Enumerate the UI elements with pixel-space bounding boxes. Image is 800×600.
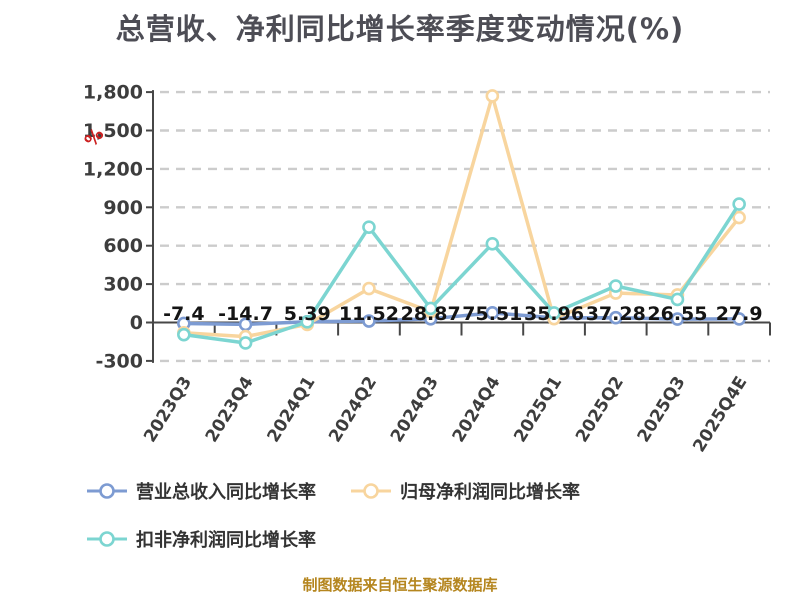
data-point-label: 75.51 bbox=[462, 303, 522, 325]
y-axis-tick-label: 300 bbox=[103, 274, 143, 296]
series-line-2 bbox=[182, 202, 741, 345]
data-point[interactable] bbox=[732, 312, 746, 326]
legend-label: 归母净利润同比增长率 bbox=[400, 482, 580, 503]
x-axis-label: 2024Q1 bbox=[264, 373, 320, 446]
x-axis-label: 2024Q2 bbox=[325, 373, 381, 446]
data-point-label: 35.96 bbox=[524, 303, 584, 325]
legend-label: 扣非净利润同比增长率 bbox=[136, 530, 316, 551]
chart-title: 总营收、净利同比增长率季度变动情况(%) bbox=[115, 12, 685, 46]
x-axis-label: 2023Q4 bbox=[202, 373, 258, 446]
legend-item-0[interactable]: 营业总收入同比增长率 bbox=[86, 478, 316, 504]
data-point-label: -14.7 bbox=[218, 303, 273, 325]
data-point-label: -7.4 bbox=[163, 303, 205, 325]
data-point[interactable] bbox=[608, 279, 623, 293]
data-point-label: 28.87 bbox=[401, 303, 461, 325]
data-point[interactable] bbox=[485, 306, 500, 320]
data-point[interactable] bbox=[485, 236, 500, 251]
legend-marker-icon bbox=[87, 531, 127, 547]
legend-item-2[interactable]: 扣非净利润同比增长率 bbox=[86, 526, 316, 552]
series-line-0 bbox=[182, 311, 741, 327]
data-point-label: 26.55 bbox=[647, 303, 707, 325]
data-point[interactable] bbox=[300, 315, 315, 329]
y-axis-tick-label: 600 bbox=[103, 235, 143, 257]
x-axis-label: 2025Q2 bbox=[572, 373, 628, 446]
data-point[interactable] bbox=[238, 336, 253, 350]
data-point[interactable] bbox=[362, 314, 376, 328]
x-axis-label: 2025Q4E bbox=[689, 373, 751, 456]
legend: 营业总收入同比增长率 归母净利润同比增长率扣非净利润同比增长率 bbox=[86, 478, 726, 552]
data-point-label: 11.52 bbox=[339, 303, 399, 325]
y-axis-tick-label: 0 bbox=[130, 312, 143, 334]
data-point-label: 27.9 bbox=[716, 303, 763, 325]
data-point[interactable] bbox=[423, 301, 438, 316]
x-axis-label: 2024Q4 bbox=[449, 373, 505, 446]
legend-item-1[interactable]: 归母净利润同比增长率 bbox=[350, 478, 580, 504]
data-point-label: 5.39 bbox=[284, 303, 331, 325]
x-axis-label: 2024Q3 bbox=[387, 373, 443, 446]
data-point[interactable] bbox=[547, 306, 561, 320]
data-point-label: 37.28 bbox=[586, 303, 646, 325]
data-point[interactable] bbox=[362, 220, 376, 234]
data-source-note: 制图数据来自恒生聚源数据库 bbox=[302, 576, 498, 594]
data-point[interactable] bbox=[362, 281, 376, 296]
data-point[interactable] bbox=[732, 197, 746, 211]
legend-marker-icon bbox=[87, 483, 127, 499]
y-axis-tick-label: 1,200 bbox=[83, 158, 143, 180]
data-point[interactable] bbox=[670, 292, 685, 307]
legend-marker-icon bbox=[351, 483, 391, 499]
y-axis-tick-label: 1,800 bbox=[83, 82, 143, 104]
y-axis-tick-label: 900 bbox=[103, 197, 143, 219]
x-axis-label: 2023Q3 bbox=[140, 373, 196, 446]
y-axis-tick-label: -300 bbox=[95, 350, 143, 372]
legend-label: 营业总收入同比增长率 bbox=[136, 482, 316, 503]
data-point[interactable] bbox=[177, 327, 191, 342]
data-point[interactable] bbox=[732, 210, 746, 225]
series-line-1 bbox=[182, 94, 741, 339]
data-point[interactable] bbox=[670, 312, 685, 326]
x-axis-label: 2025Q1 bbox=[510, 373, 566, 446]
y-axis-tick-label: 1,500 bbox=[83, 120, 143, 142]
data-point[interactable] bbox=[485, 89, 500, 103]
x-axis-label: 2025Q3 bbox=[634, 373, 690, 446]
data-point[interactable] bbox=[608, 310, 623, 325]
